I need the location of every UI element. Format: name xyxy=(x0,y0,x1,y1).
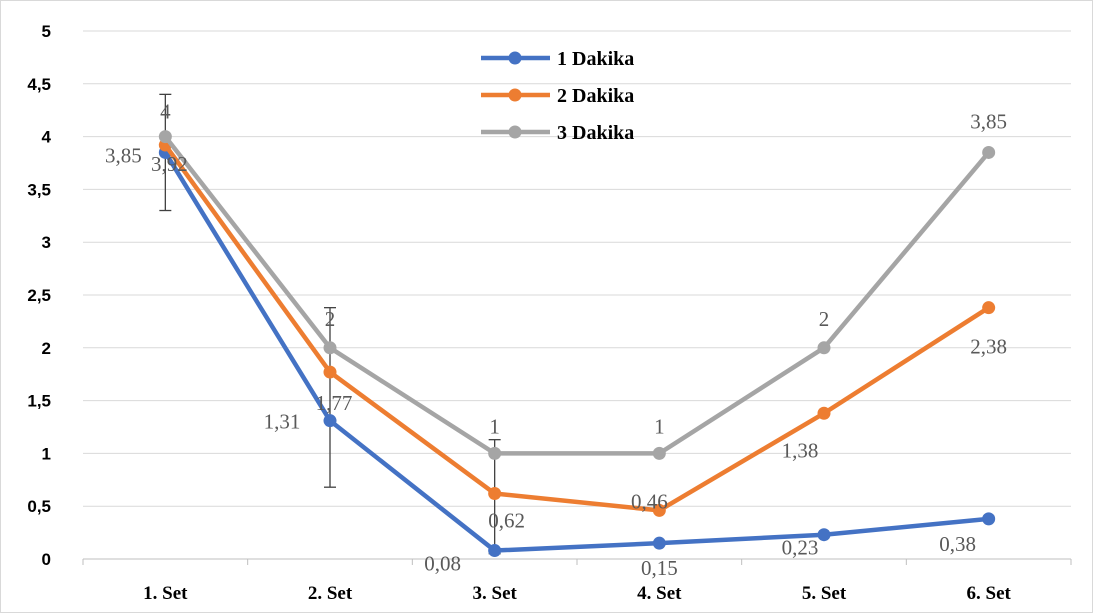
data-point xyxy=(323,341,337,355)
legend-label: 2 Dakika xyxy=(557,85,634,107)
data-label: 0,46 xyxy=(631,489,668,513)
data-point xyxy=(488,487,502,501)
data-label: 1 xyxy=(489,414,500,438)
x-tick-label: 1. Set xyxy=(143,583,188,604)
data-point xyxy=(652,536,666,550)
x-tick-label: 5. Set xyxy=(802,583,847,604)
data-label: 0,62 xyxy=(488,509,525,533)
y-tick-label: 2,5 xyxy=(27,286,51,305)
data-label: 2 xyxy=(325,307,336,331)
grid-layer xyxy=(83,30,1071,560)
data-point xyxy=(982,145,996,159)
data-label: 0,23 xyxy=(782,536,819,560)
x-tick-label: 2. Set xyxy=(308,583,353,604)
y-tick-label: 4 xyxy=(42,128,52,147)
data-point xyxy=(817,406,831,420)
data-point xyxy=(817,341,831,355)
legend-marker xyxy=(508,125,522,139)
data-point xyxy=(982,301,996,315)
legend-marker xyxy=(508,88,522,102)
y-tick-label: 3,5 xyxy=(27,180,51,199)
data-point xyxy=(652,446,666,460)
data-point xyxy=(323,365,337,379)
x-tick-label: 4. Set xyxy=(637,583,682,604)
y-tick-label: 1 xyxy=(42,444,51,463)
x-tick-label: 6. Set xyxy=(967,583,1012,604)
y-tick-label: 0 xyxy=(42,550,51,569)
data-point xyxy=(323,414,337,428)
y-tick-label: 1,5 xyxy=(27,392,51,411)
data-label: 3,85 xyxy=(970,109,1007,133)
legend-label: 3 Dakika xyxy=(557,122,634,144)
y-tick-label: 0,5 xyxy=(27,497,51,516)
data-label: 0,08 xyxy=(424,552,461,576)
data-label: 0,15 xyxy=(641,556,678,580)
data-label: 1 xyxy=(654,414,665,438)
data-label: 2,38 xyxy=(970,335,1007,359)
x-tick-label: 3. Set xyxy=(473,583,518,604)
data-label: 1,77 xyxy=(316,391,353,415)
data-point xyxy=(817,528,831,542)
data-point xyxy=(652,503,666,517)
y-tick-label: 4,5 xyxy=(27,75,51,94)
data-label: 2 xyxy=(819,307,830,331)
series-line-3 xyxy=(163,134,991,456)
y-tick-label: 3 xyxy=(42,233,51,252)
data-label: 4 xyxy=(160,100,171,124)
y-tick-label: 5 xyxy=(42,22,51,41)
legend: 1 Dakika 2 Dakika 3 Dakika xyxy=(481,48,634,144)
axis-layer: 0 0,5 1 1,5 2 2,5 3 3,5 4 4,5 5 1. Set 2. Set 3. Set 4… xyxy=(27,22,1072,604)
data-point xyxy=(488,446,502,460)
y-tick-label: 2 xyxy=(42,339,51,358)
data-label: 3,92 xyxy=(151,152,188,176)
data-point xyxy=(982,512,996,526)
legend-label: 1 Dakika xyxy=(557,48,634,70)
legend-marker xyxy=(508,51,522,65)
data-label: 3,85 xyxy=(105,143,142,167)
data-label: 0,38 xyxy=(939,532,976,556)
series-line-2 xyxy=(163,142,991,513)
data-label-layer: 3,85 1,31 0,08 0,15 0,23 0,38 3,92 1,77 0,62 0,46… xyxy=(105,100,1007,581)
series-layer xyxy=(158,130,996,558)
data-point xyxy=(158,130,172,144)
series-line-1 xyxy=(163,150,991,553)
data-label: 1,31 xyxy=(264,410,301,434)
data-point xyxy=(488,544,502,558)
data-label: 1,38 xyxy=(782,438,819,462)
